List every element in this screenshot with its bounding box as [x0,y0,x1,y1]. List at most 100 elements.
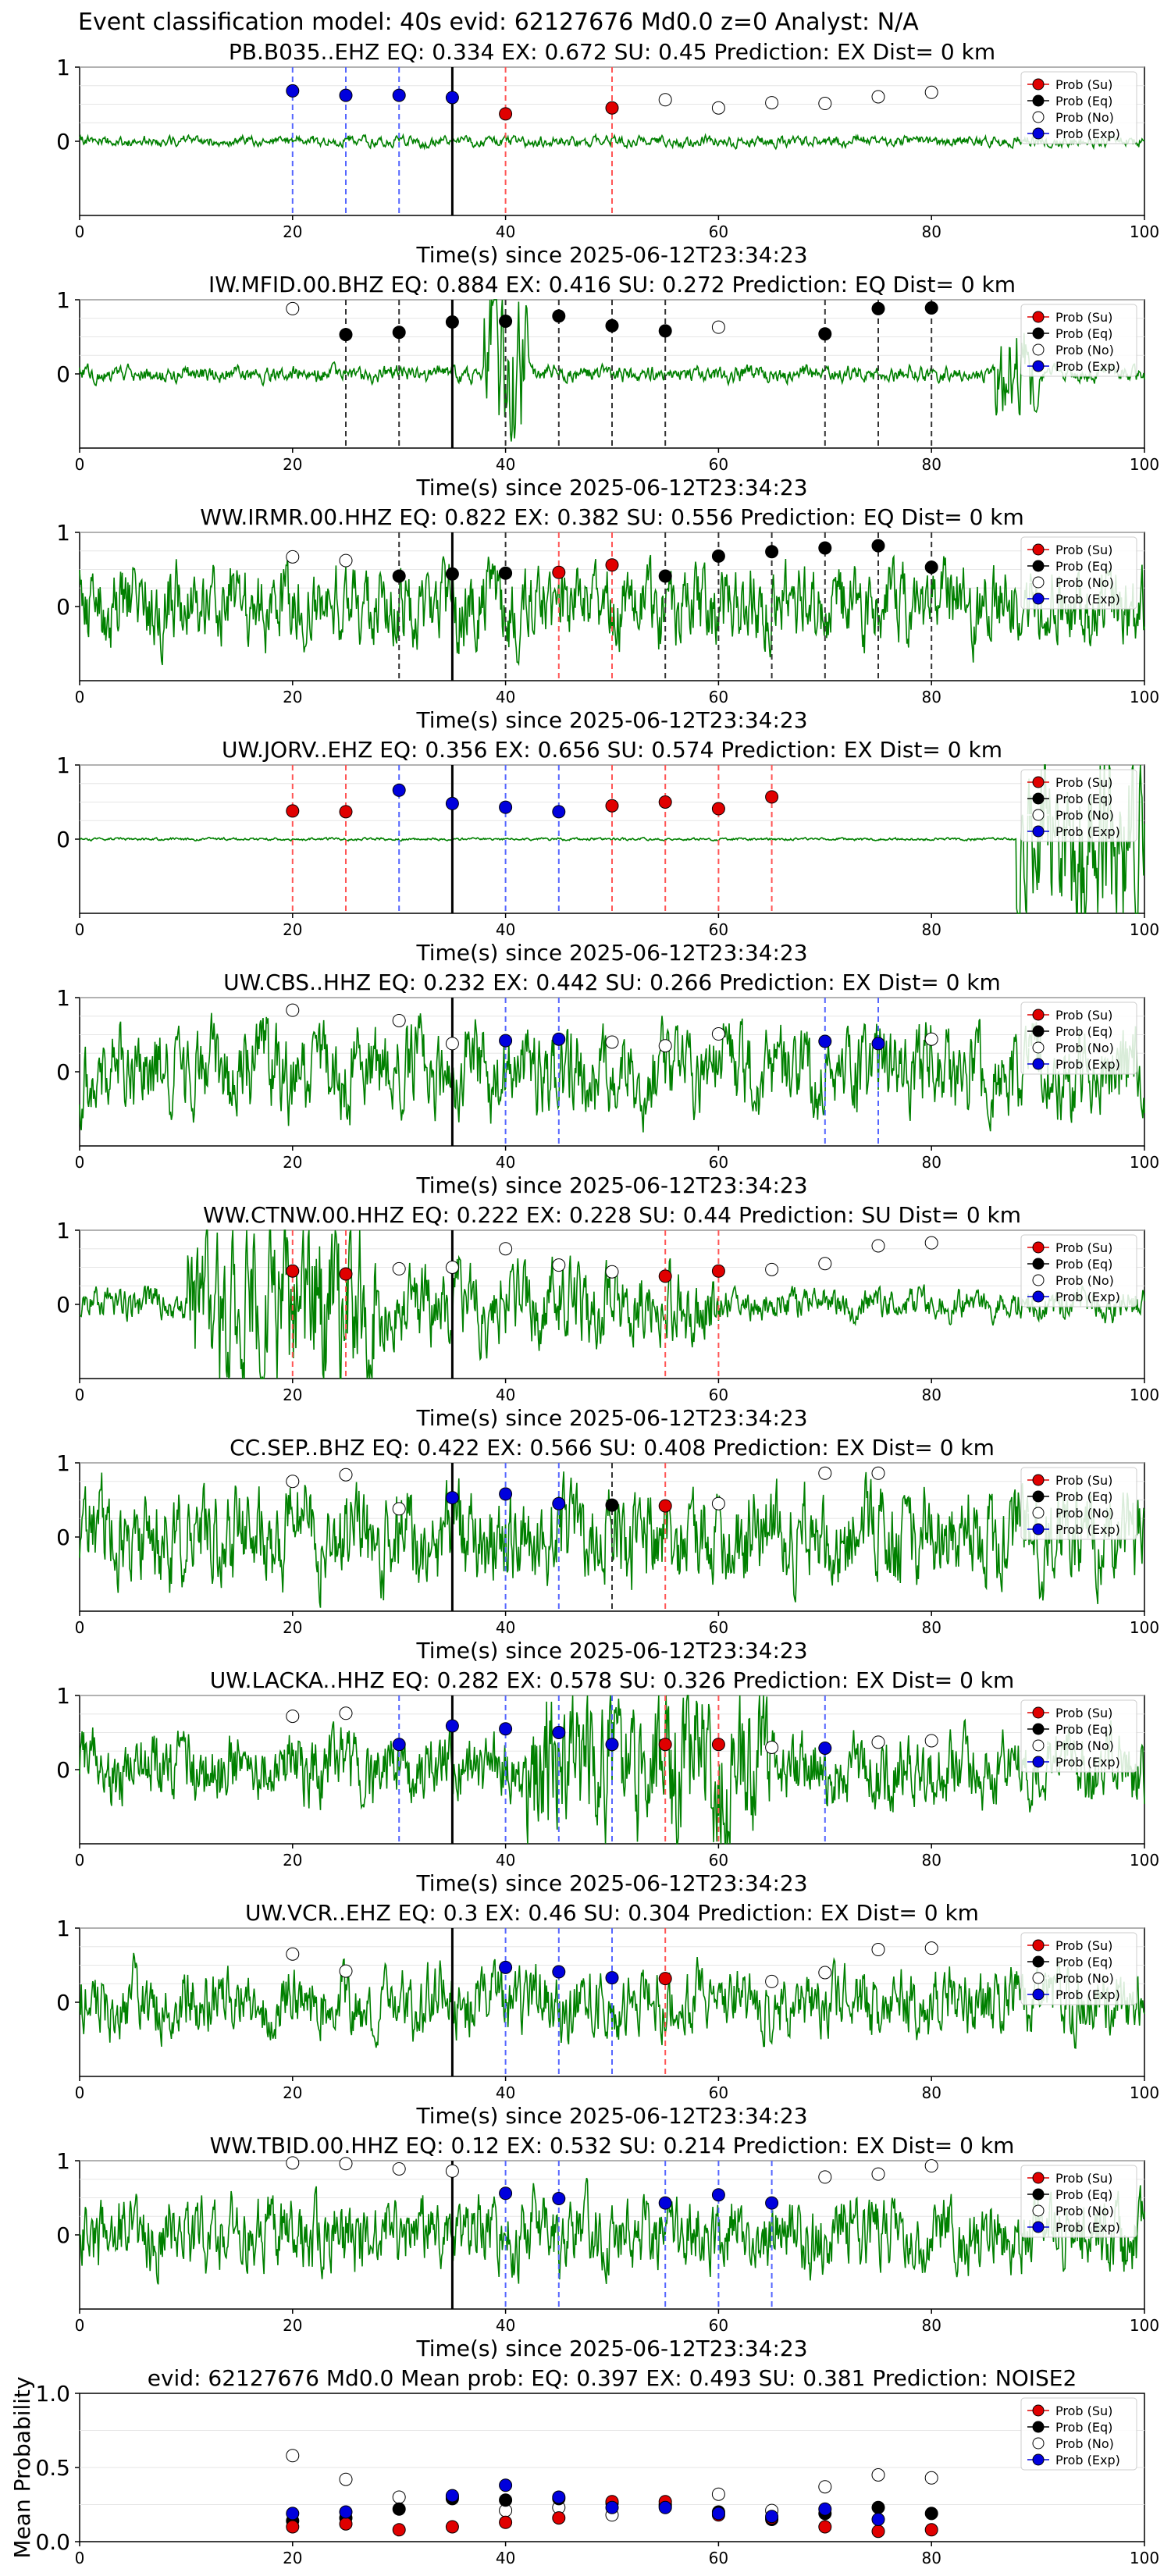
legend-label: Prob (Su) [1055,1706,1112,1720]
prob-point-no [924,2471,938,2485]
y-tick-label: 1 [56,55,70,80]
legend-marker-su [1032,1474,1045,1486]
prob-point-no [658,1039,672,1053]
prob-point-no [339,1706,353,1720]
prob-point-eq [711,549,725,563]
prob-point-su [339,2517,353,2531]
legend-label: Prob (No) [1055,2204,1114,2218]
x-tick-label: 20 [283,2316,302,2335]
x-tick-label: 0 [75,455,85,474]
prob-point-exp [605,1971,619,1985]
legend-marker-eq [1032,1025,1045,1037]
legend-marker-su [1032,1939,1045,1952]
legend: Prob (Su)Prob (Eq)Prob (No)Prob (Exp) [1020,1699,1137,1773]
legend-label: Prob (Eq) [1055,1955,1112,1969]
seismogram-trace [79,1952,1145,2049]
x-tick-label: 100 [1130,688,1159,706]
legend-label: Prob (Eq) [1055,2187,1112,2202]
prob-point-eq [445,315,459,329]
subplot-4: UW.JORV..EHZ EQ: 0.356 EX: 0.656 SU: 0.5… [56,737,1159,966]
legend-label: Prob (Exp) [1055,1755,1120,1770]
legend-label: Prob (Su) [1055,2403,1112,2418]
prob-point-su [286,804,300,818]
x-tick-label: 20 [283,2083,302,2102]
legend-label: Prob (Eq) [1055,559,1112,574]
y-tick-label: 0.5 [35,2455,70,2481]
subplot-3: WW.IRMR.00.HHZ EQ: 0.822 EX: 0.382 SU: 0… [56,504,1159,733]
prob-point-no [765,1262,779,1276]
legend-marker-exp [1032,127,1045,140]
prob-point-eq [924,2507,938,2521]
legend-marker-su [1032,776,1045,788]
prob-point-exp [286,2507,300,2521]
x-tick-label: 80 [921,1153,941,1172]
y-tick-label: 1 [56,985,70,1011]
prob-point-eq [818,327,832,341]
x-tick-label: 40 [496,2549,515,2567]
prob-point-exp [871,2513,885,2526]
x-tick-label: 40 [496,2316,515,2335]
subplot-1: PB.B035..EHZ EQ: 0.334 EX: 0.672 SU: 0.4… [56,39,1159,268]
prob-point-exp [339,88,353,102]
legend-label: Prob (Eq) [1055,1489,1112,1504]
prob-point-no [711,101,725,115]
prob-point-su [924,2523,938,2537]
y-tick-label: 0.0 [35,2529,70,2555]
x-tick-label: 80 [921,688,941,706]
legend-label: Prob (Eq) [1055,1024,1112,1039]
prob-point-exp [765,2510,779,2524]
legend-marker-eq [1032,2421,1045,2433]
legend-label: Prob (Exp) [1055,1522,1120,1537]
y-tick-label: 0 [56,827,70,852]
legend-label: Prob (Su) [1055,310,1112,325]
x-axis-label: Time(s) since 2025-06-12T23:34:23 [415,242,807,268]
legend: Prob (Su)Prob (Eq)Prob (No)Prob (Exp) [1020,2165,1137,2238]
x-tick-label: 40 [496,920,515,939]
legend-marker-su [1032,543,1045,556]
legend-box [1020,304,1137,377]
prob-point-no [765,1974,779,1988]
prob-point-exp [871,1037,885,1051]
x-axis-label: Time(s) since 2025-06-12T23:34:23 [415,940,807,966]
prob-point-no [339,2472,353,2486]
prob-point-no [392,1013,406,1027]
legend-marker-no [1032,343,1045,356]
legend-label: Prob (No) [1055,2436,1114,2451]
y-tick-label: 0 [56,1059,70,1085]
prob-point-no [392,2161,406,2176]
prob-point-eq [499,315,513,329]
x-tick-label: 40 [496,1386,515,1404]
legend-marker-exp [1032,2221,1045,2233]
prob-point-exp [658,2196,672,2210]
x-tick-label: 0 [75,1851,85,1870]
legend-label: Prob (Su) [1055,1008,1112,1023]
prob-point-su [445,2520,459,2534]
subplot-10: WW.TBID.00.HHZ EQ: 0.12 EX: 0.532 SU: 0.… [56,2133,1159,2361]
subplot-8: UW.LACKA..HHZ EQ: 0.282 EX: 0.578 SU: 0.… [56,1667,1159,1896]
x-tick-label: 0 [75,1386,85,1404]
legend-box [1020,536,1137,610]
x-axis-label: Time(s) since 2025-06-12T23:34:23 [415,1870,807,1896]
x-axis-label: Time(s) since 2025-06-12T23:34:23 [415,2336,807,2361]
legend-marker-eq [1032,1490,1045,1503]
x-tick-label: 0 [75,688,85,706]
subplot-title: IW.MFID.00.BHZ EQ: 0.884 EX: 0.416 SU: 0… [208,272,1016,297]
legend-marker-exp [1032,1058,1045,1070]
seismogram-trace [79,299,1145,442]
legend-label: Prob (Eq) [1055,326,1112,341]
prob-point-eq [339,328,353,342]
legend: Prob (Su)Prob (Eq)Prob (No)Prob (Exp) [1020,536,1137,610]
prob-point-exp [552,2191,566,2205]
y-tick-label: 1 [56,753,70,778]
legend-label: Prob (Exp) [1055,1987,1120,2002]
legend-label: Prob (Su) [1055,77,1112,92]
x-tick-label: 100 [1130,1618,1159,1637]
prob-point-exp [392,1738,406,1752]
legend: Prob (Su)Prob (Eq)Prob (No)Prob (Exp) [1020,1932,1137,2005]
prob-point-eq [871,301,885,315]
prob-point-no [605,1035,619,1049]
legend-box [1020,2165,1137,2238]
seismogram-trace [79,764,1145,914]
legend-marker-eq [1032,1723,1045,1735]
